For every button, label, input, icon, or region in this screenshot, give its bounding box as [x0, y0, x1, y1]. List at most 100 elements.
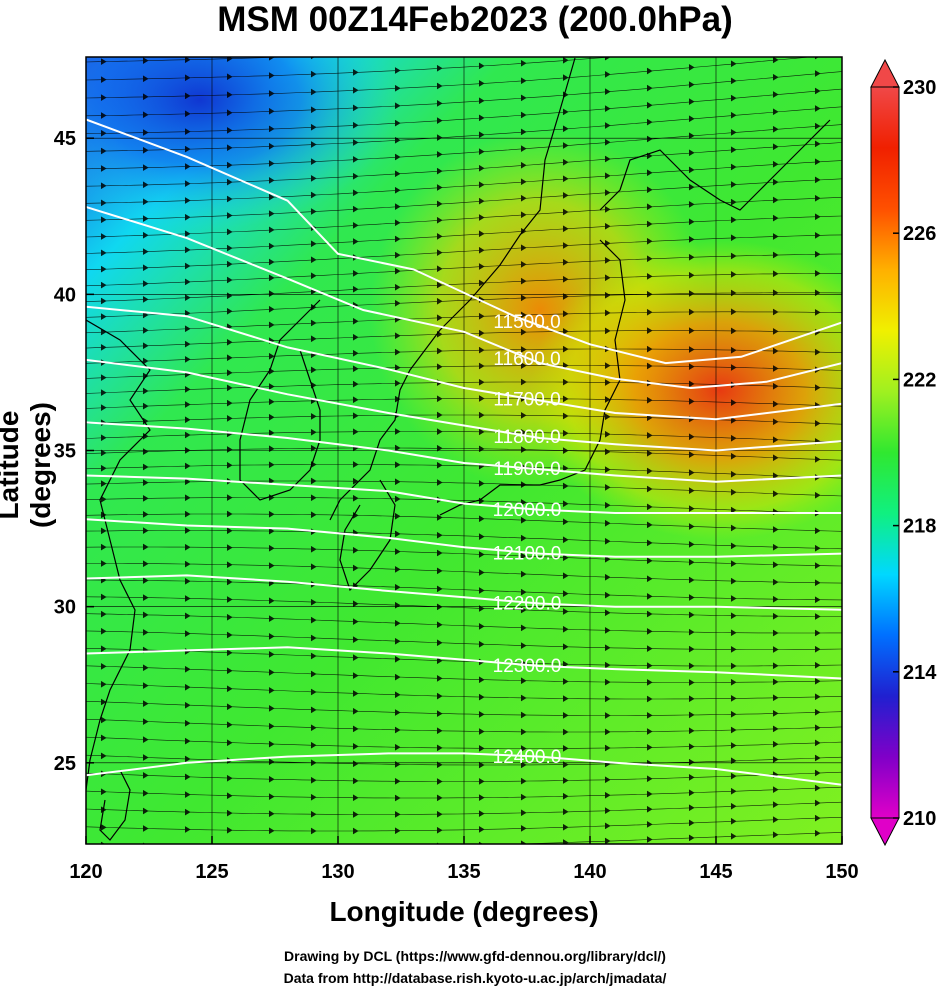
wind-arrowhead [352, 636, 359, 643]
wind-arrowhead [436, 531, 443, 539]
wind-arrowhead [226, 667, 233, 675]
wind-arrowhead [646, 557, 653, 565]
wind-arrowhead [688, 346, 695, 353]
wind-arrowhead [730, 399, 737, 406]
wind-arrowhead [226, 369, 233, 377]
wind-arrowhead [562, 378, 569, 386]
wind-arrowhead [394, 203, 401, 210]
wind-arrowhead [310, 706, 317, 714]
wind-arrowhead [562, 695, 569, 702]
wind-arrowhead [562, 678, 569, 685]
wind-arrowhead [352, 333, 359, 341]
wind-arrowhead [226, 510, 233, 518]
wind-arrowhead [562, 745, 569, 752]
wind-arrowhead [814, 270, 821, 277]
wind-arrowhead [436, 65, 443, 72]
wind-arrowhead [604, 644, 611, 652]
wind-arrowhead [142, 718, 149, 725]
wind-arrowhead [730, 524, 737, 532]
wind-arrowhead [352, 618, 359, 625]
wind-arrowhead [562, 447, 569, 454]
wind-arrowhead [100, 663, 107, 670]
wind-arrowhead [604, 189, 611, 196]
wind-arrowhead [268, 615, 275, 622]
wind-arrowhead [352, 205, 359, 213]
wind-arrowhead [520, 745, 527, 752]
wind-arrowhead [436, 167, 443, 175]
wind-arrowhead [814, 309, 821, 316]
wind-arrowhead [352, 380, 359, 388]
wind-arrowhead [394, 84, 401, 92]
wind-arrowhead [353, 843, 354, 844]
wind-arrowhead [226, 144, 233, 152]
wind-arrowhead [646, 135, 653, 143]
wind-arrowhead [436, 462, 443, 469]
wind-arrowhead [772, 526, 779, 533]
wind-streamline [86, 311, 842, 334]
wind-arrowhead [730, 60, 737, 67]
wind-arrowhead [142, 93, 149, 101]
wind-arrowhead [730, 757, 737, 765]
wind-arrowhead [226, 308, 233, 315]
wind-arrowhead [478, 605, 485, 612]
wind-arrowhead [520, 277, 527, 285]
wind-arrowhead [562, 412, 569, 420]
wind-arrowhead [184, 527, 191, 534]
wind-arrowhead [646, 467, 653, 475]
wind-arrowhead [772, 436, 779, 444]
wind-arrowhead [352, 172, 359, 180]
wind-arrowhead [604, 695, 611, 703]
wind-arrowhead [436, 810, 443, 818]
wind-arrowhead [478, 411, 485, 419]
wind-arrowhead [184, 683, 191, 691]
wind-arrowhead [394, 136, 401, 144]
wind-arrowhead [814, 384, 821, 391]
wind-arrowhead [184, 773, 191, 781]
wind-arrowhead [520, 534, 527, 542]
wind-arrowhead [184, 719, 191, 727]
wind-arrowhead [142, 215, 149, 222]
wind-arrowhead [646, 485, 653, 493]
wind-arrowhead [436, 675, 443, 682]
wind-arrowhead [731, 43, 736, 49]
wind-arrowhead [100, 560, 107, 567]
wind-arrowhead [436, 117, 443, 124]
wind-arrowhead [436, 692, 443, 700]
wind-arrowhead [478, 569, 485, 576]
wind-arrowhead [604, 206, 611, 213]
wind-arrowhead [268, 306, 275, 313]
wind-arrowhead [436, 567, 443, 575]
wind-arrowhead [268, 414, 275, 421]
height-contour [86, 305, 842, 421]
wind-arrowhead [814, 105, 821, 112]
wind-arrowhead [352, 350, 359, 357]
wind-arrowhead [478, 80, 485, 87]
wind-streamline [86, 57, 616, 81]
wind-arrowhead [730, 417, 737, 424]
wind-arrowhead [269, 845, 274, 851]
wind-arrowhead [310, 776, 317, 784]
wind-arrowhead [730, 163, 737, 171]
wind-arrowhead [394, 513, 401, 520]
wind-streamline [86, 365, 842, 379]
wind-arrowhead [100, 734, 107, 742]
wind-arrowhead [478, 428, 485, 436]
wind-arrowhead [688, 505, 695, 512]
wind-arrowhead [814, 194, 821, 202]
wind-streamline [86, 142, 842, 187]
wind-arrowhead [436, 347, 443, 355]
wind-arrowhead [646, 220, 653, 228]
colorbar-tick-label: 222 [903, 369, 936, 391]
wind-arrowhead [226, 91, 233, 99]
wind-arrowhead [562, 293, 569, 300]
wind-arrowhead [394, 267, 401, 275]
wind-arrowhead [142, 807, 149, 815]
wind-arrowhead [226, 57, 233, 62]
wind-arrowhead [310, 106, 317, 113]
wind-arrowhead [478, 794, 485, 801]
wind-arrowhead [814, 646, 821, 653]
wind-streamline [86, 381, 842, 394]
wind-arrowhead [310, 511, 317, 518]
wind-arrowhead [352, 760, 359, 767]
wind-arrowhead [226, 339, 233, 346]
